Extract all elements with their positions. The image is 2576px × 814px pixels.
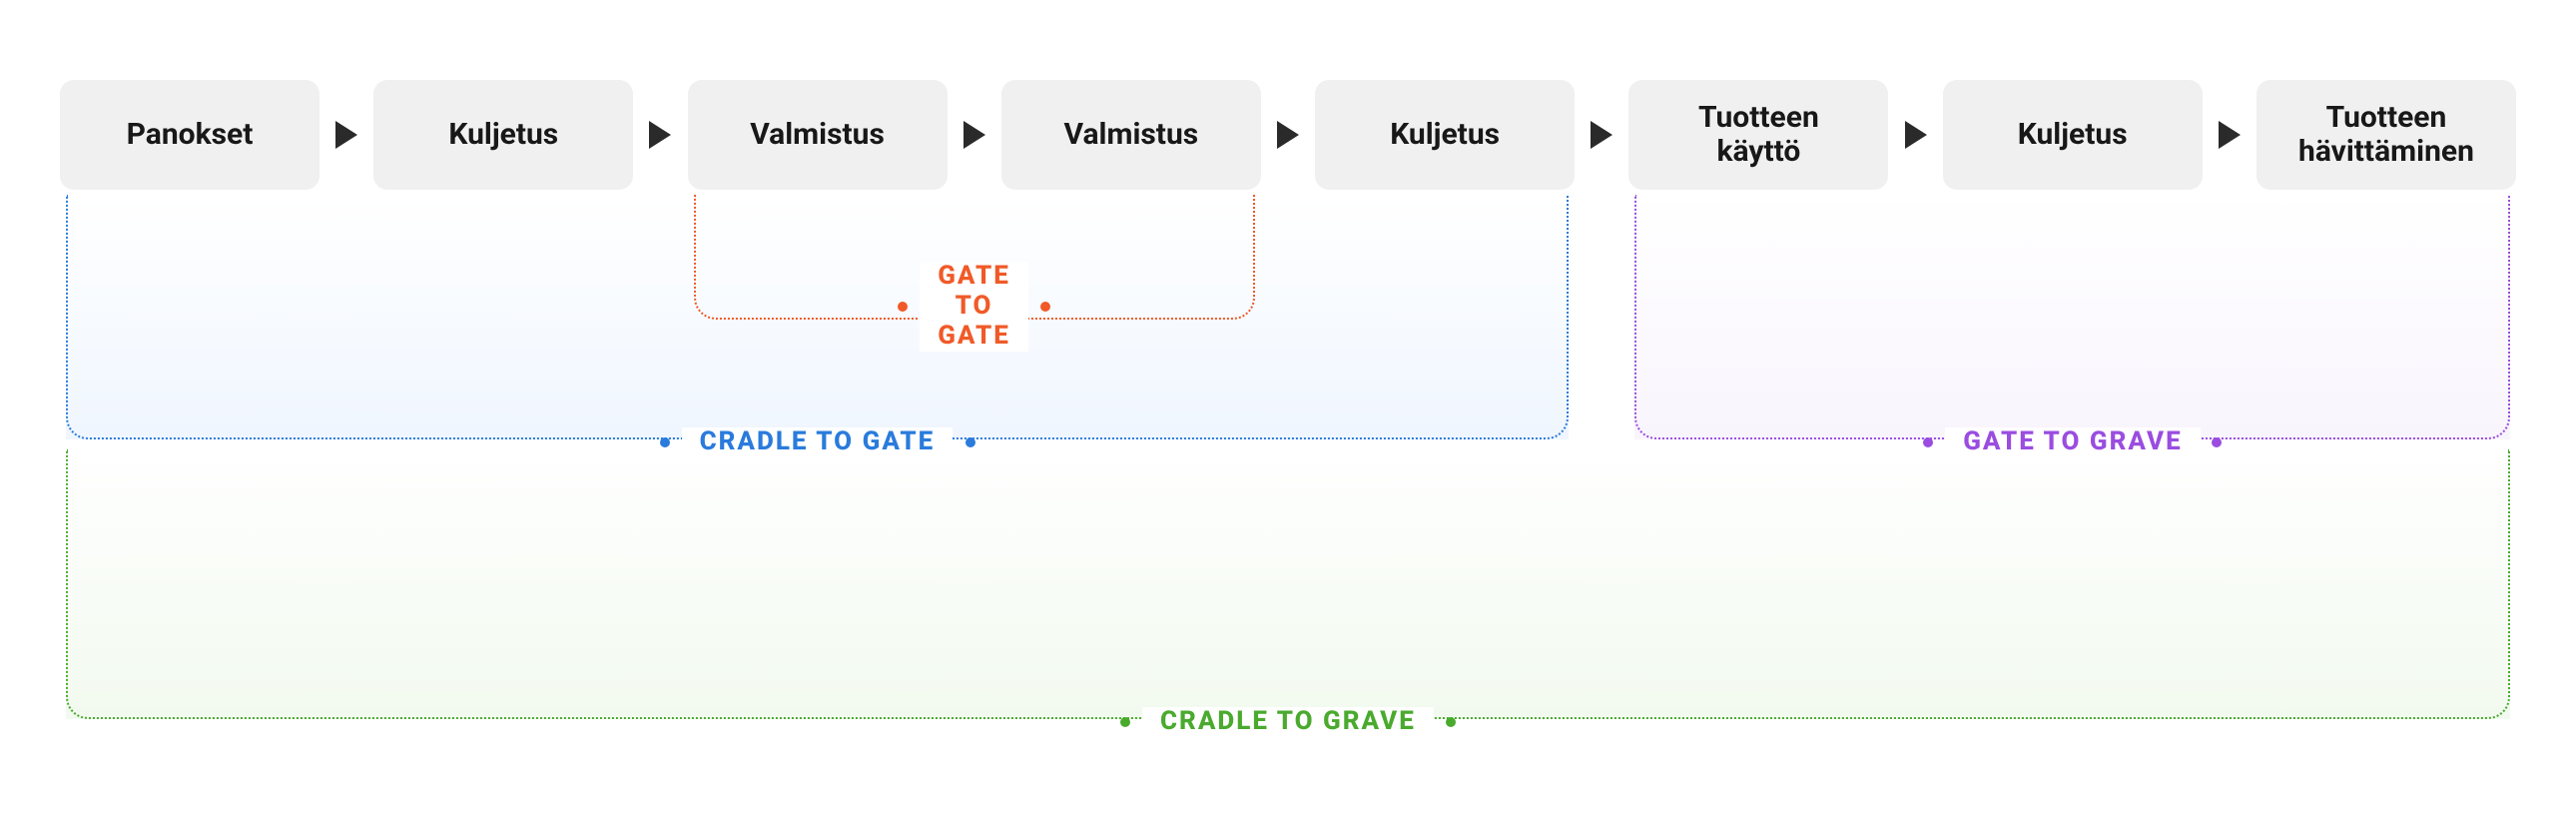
cradle-to-grave-bracket	[66, 449, 2510, 719]
stage-label: Valmistus	[1064, 118, 1199, 153]
dot-icon	[966, 437, 975, 447]
gate-to-grave-bracket	[1634, 195, 2510, 439]
stage-label: Tuotteenkäyttö	[1698, 101, 1819, 170]
stage-label: Kuljetus	[2018, 118, 2128, 153]
cradle-to-grave-label: CRADLE TO GRAVE	[1142, 707, 1434, 737]
stage-label: Kuljetus	[448, 118, 558, 153]
stage-label: Panokset	[127, 118, 254, 153]
dot-icon	[1120, 717, 1130, 727]
arrow-icon	[1591, 121, 1612, 149]
stage-box-4: Kuljetus	[1315, 80, 1575, 190]
arrow-icon	[964, 121, 985, 149]
stage-box-6: Kuljetus	[1943, 80, 2203, 190]
stage-label: Tuotteenhävittäminen	[2298, 101, 2474, 170]
arrow-icon	[649, 121, 671, 149]
stage-box-3: Valmistus	[1001, 80, 1261, 190]
dot-icon	[660, 437, 670, 447]
gate-to-gate-label: GATETOGATE	[920, 262, 1028, 352]
stage-label: Valmistus	[750, 118, 885, 153]
stage-box-5: Tuotteenkäyttö	[1628, 80, 1888, 190]
arrow-icon	[2219, 121, 2241, 149]
stage-box-0: Panokset	[60, 80, 320, 190]
stage-box-2: Valmistus	[688, 80, 948, 190]
stage-row: Panokset Kuljetus Valmistus Valmistus Ku…	[60, 80, 2516, 190]
stage-box-1: Kuljetus	[373, 80, 633, 190]
dot-icon	[1923, 437, 1933, 447]
arrow-icon	[1277, 121, 1299, 149]
stage-label: Kuljetus	[1390, 118, 1500, 153]
dot-icon	[1446, 717, 1456, 727]
arrow-icon	[335, 121, 357, 149]
arrow-icon	[1905, 121, 1927, 149]
stage-box-7: Tuotteenhävittäminen	[2256, 80, 2516, 190]
dot-icon	[2212, 437, 2222, 447]
